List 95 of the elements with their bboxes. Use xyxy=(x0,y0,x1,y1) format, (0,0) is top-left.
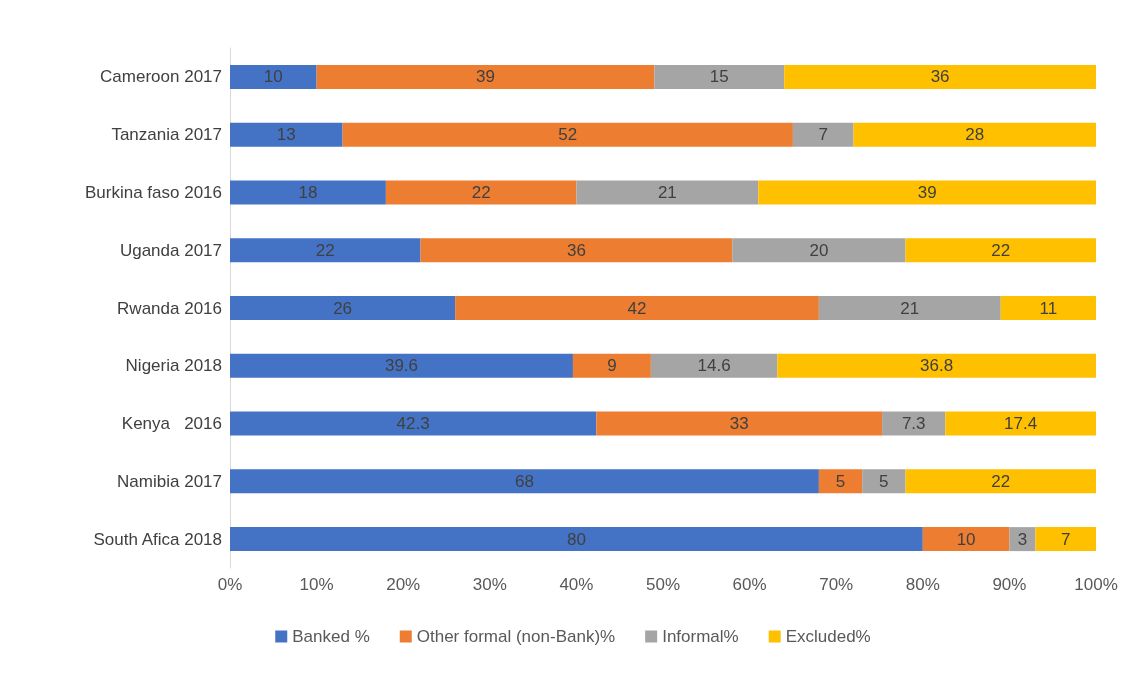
legend-label: Other formal (non-Bank)% xyxy=(416,627,616,646)
x-tick-label: 40% xyxy=(559,575,594,594)
bar xyxy=(342,122,793,147)
data-label: 68 xyxy=(514,471,534,491)
data-label: 26 xyxy=(333,298,353,318)
bar xyxy=(230,122,343,147)
bar xyxy=(945,411,1096,436)
bar xyxy=(455,296,819,320)
bar xyxy=(230,353,573,378)
data-label: 10 xyxy=(263,67,283,87)
data-label: 5 xyxy=(879,471,889,491)
bar xyxy=(758,180,1096,205)
x-tick-label: 20% xyxy=(386,575,421,594)
data-label: 5 xyxy=(835,471,846,491)
x-tick-label: 60% xyxy=(732,575,767,594)
bar xyxy=(385,180,577,205)
bar xyxy=(922,527,1010,552)
x-tick-label: 50% xyxy=(645,575,681,594)
y-tick-label: Nigeria 2018 xyxy=(125,356,222,376)
bar xyxy=(650,353,778,378)
bar xyxy=(882,411,946,436)
y-tick-label: Cameroon 2017 xyxy=(100,67,222,87)
data-label: 42.3 xyxy=(396,414,430,434)
y-tick-label: Burkina faso 2016 xyxy=(84,182,222,202)
x-tick-label: 80% xyxy=(905,575,940,594)
y-tick-label: Namibia 2017 xyxy=(117,471,222,491)
data-label: 22 xyxy=(471,182,491,202)
data-label: 39.6 xyxy=(384,356,419,376)
bar xyxy=(230,469,819,494)
data-label: 36 xyxy=(566,240,586,260)
bar xyxy=(1035,527,1096,552)
data-label: 21 xyxy=(900,298,920,318)
bar xyxy=(230,64,317,89)
x-tick-label: 30% xyxy=(472,575,507,594)
y-tick-label: Kenya 2016 xyxy=(121,414,222,434)
bar xyxy=(230,180,386,205)
data-label: 36 xyxy=(930,67,950,87)
data-label: 3 xyxy=(1017,529,1028,549)
bar xyxy=(732,238,906,263)
bar xyxy=(596,411,883,436)
data-label: 21 xyxy=(657,182,677,202)
x-tick-label: 0% xyxy=(217,575,243,594)
bar xyxy=(905,469,1096,494)
data-label: 7 xyxy=(818,125,828,145)
bar xyxy=(784,64,1096,89)
data-label: 42 xyxy=(627,298,647,318)
y-tick-label: South Afica 2018 xyxy=(93,529,222,549)
legend-label: Informal% xyxy=(662,627,739,646)
data-label: 52 xyxy=(558,125,578,145)
data-label: 33 xyxy=(729,414,749,434)
x-tick-label: 100% xyxy=(1074,575,1118,594)
data-label: 13 xyxy=(276,125,296,145)
data-label: 39 xyxy=(917,182,937,202)
bar xyxy=(420,238,733,263)
bar xyxy=(230,411,597,436)
data-label: 22 xyxy=(991,240,1011,260)
data-label: 9 xyxy=(607,356,617,376)
data-label: 7.3 xyxy=(901,414,926,434)
data-label: 10 xyxy=(956,529,976,549)
data-label: 18 xyxy=(298,182,318,202)
bar xyxy=(792,122,854,147)
bar xyxy=(230,238,421,263)
data-label: 7 xyxy=(1060,529,1071,549)
data-label: 80 xyxy=(566,529,586,549)
data-label: 22 xyxy=(991,471,1011,491)
bar xyxy=(818,469,863,494)
legend-label: Excluded% xyxy=(785,627,871,646)
x-tick-label: 10% xyxy=(299,575,334,594)
y-tick-label: Rwanda 2016 xyxy=(117,298,222,318)
data-label: 20 xyxy=(809,240,829,260)
data-label: 36.8 xyxy=(920,356,954,376)
data-label: 17.4 xyxy=(1004,414,1038,434)
data-label: 14.6 xyxy=(697,356,731,376)
x-tick-label: 90% xyxy=(992,575,1027,594)
data-label: 15 xyxy=(709,67,729,87)
bar xyxy=(1000,296,1096,320)
y-tick-label: Tanzania 2017 xyxy=(111,125,222,145)
data-label: 39 xyxy=(476,67,495,87)
data-label: 22 xyxy=(315,240,335,260)
bar xyxy=(230,296,456,320)
bar xyxy=(654,64,785,89)
bar xyxy=(818,296,1001,320)
bar xyxy=(862,469,906,494)
bar xyxy=(905,238,1096,263)
data-label: 28 xyxy=(965,125,985,145)
bar xyxy=(230,527,923,552)
bar xyxy=(777,353,1096,378)
y-tick-label: Uganda 2017 xyxy=(119,240,222,260)
bar xyxy=(572,353,651,378)
x-tick-label: 70% xyxy=(819,575,854,594)
data-label: 11 xyxy=(1039,298,1058,318)
bar xyxy=(316,64,655,89)
bar xyxy=(853,122,1096,147)
bar xyxy=(576,180,759,205)
legend-label: Banked % xyxy=(292,627,370,646)
